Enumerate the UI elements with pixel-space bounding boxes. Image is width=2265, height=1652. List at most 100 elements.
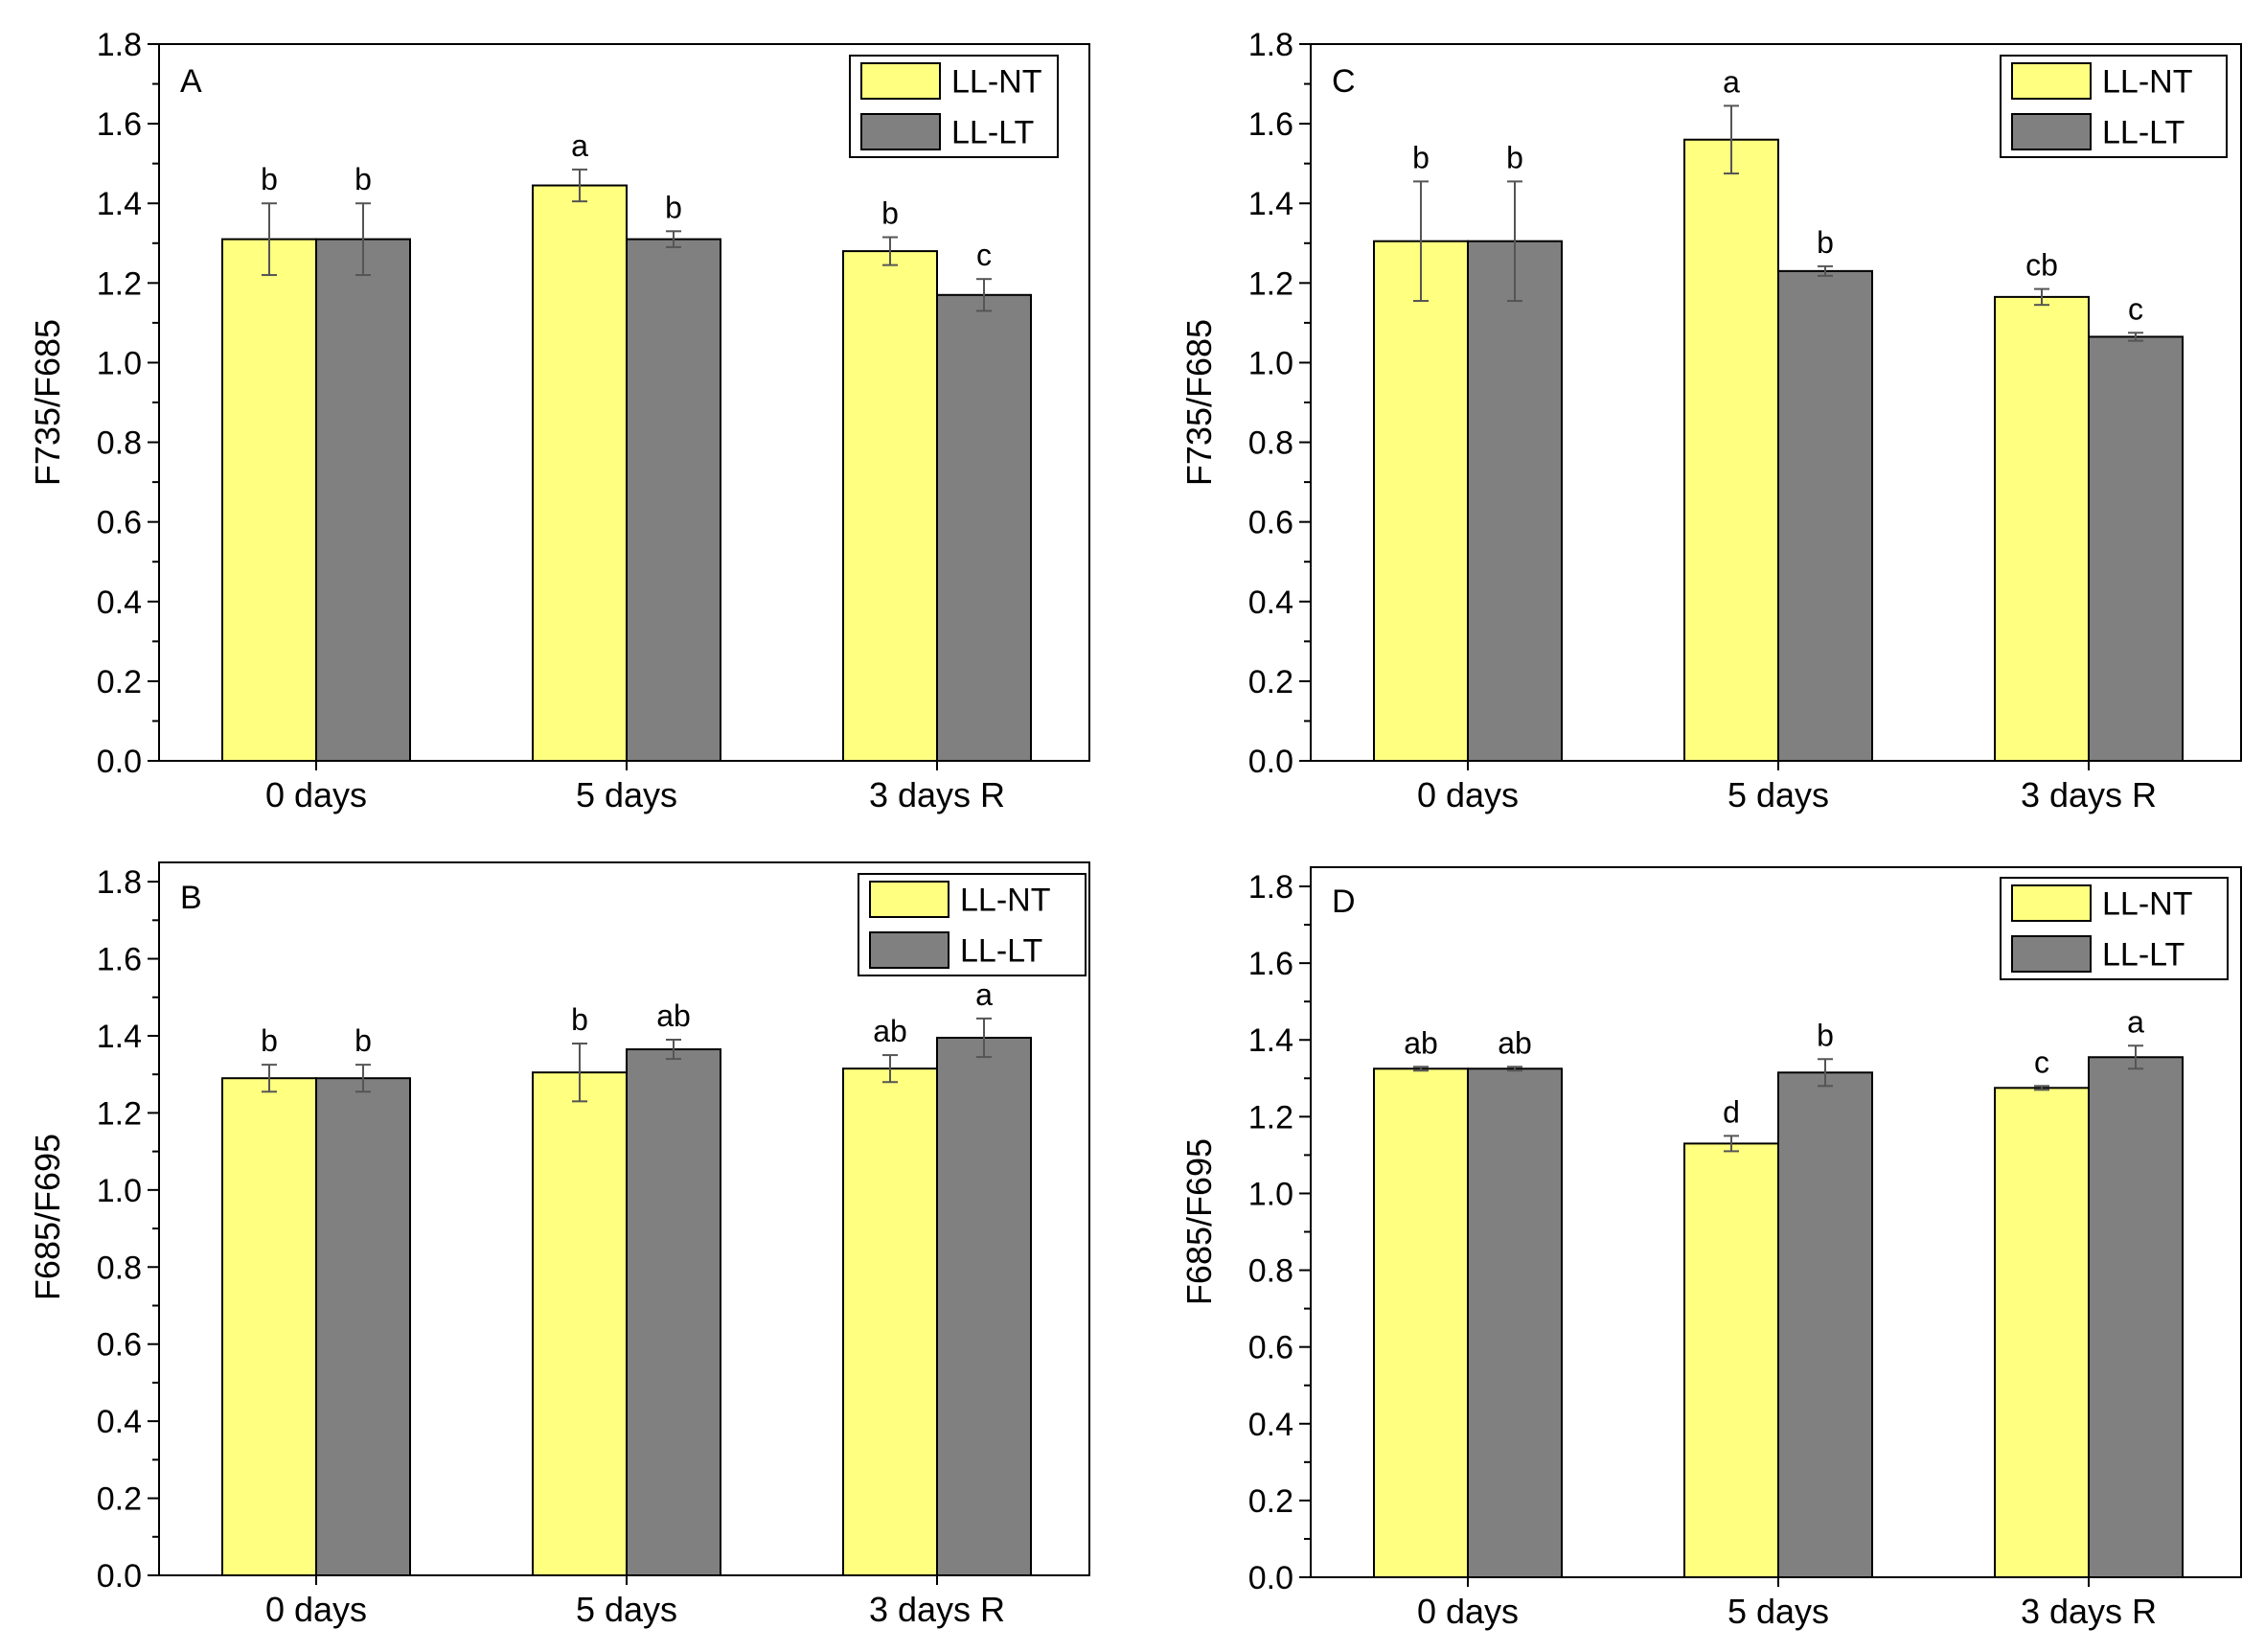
panel-b-y-axis-title: F685/F695: [28, 1134, 67, 1300]
panel-d-y-tick-label-2: 0.4: [1248, 1407, 1293, 1443]
panel-b-x-tick-label-0: 0 days: [265, 1590, 367, 1629]
panel-a-sig-letter-ll-lt-2: c: [976, 238, 992, 272]
panel-a-bar-ll-nt-2: [842, 250, 938, 763]
panel-d-bar-ll-nt-1: [1683, 1142, 1779, 1578]
panel-b-bar-ll-nt-1: [532, 1071, 628, 1576]
panel-a-y-tick-label-3: 0.6: [97, 505, 142, 541]
panel-d-y-tick-label-7: 1.4: [1248, 1022, 1293, 1059]
panel-b-sig-letter-ll-nt-0: b: [261, 1023, 278, 1058]
panel-d-y-tick-label-9: 1.8: [1248, 869, 1293, 906]
panel-d-y-tick-label-0: 0.0: [1248, 1560, 1293, 1596]
panel-c-legend: LL-NT LL-LT: [2000, 55, 2228, 158]
panel-d-y-axis-title: F685/F695: [1179, 1138, 1219, 1305]
panel-a-errorbar-ll-lt-0: [355, 202, 371, 277]
panel-c-sig-letter-ll-nt-1: a: [1723, 64, 1740, 99]
panel-d-sig-letter-ll-nt-0: ab: [1404, 1025, 1438, 1060]
panel-d-y-tick-label-6: 1.2: [1248, 1099, 1293, 1136]
panel-a-legend: LL-NT LL-LT: [849, 55, 1059, 158]
panel-a-y-tick-label-7: 1.4: [97, 186, 142, 222]
panel-d-y-tick-label-1: 0.2: [1248, 1483, 1293, 1520]
panel-c-sig-letter-ll-lt-0: b: [1506, 140, 1523, 174]
panel-a-letter: A: [180, 63, 202, 100]
panel-d-legend-swatch-ll-lt: [2011, 935, 2092, 973]
panel-c-x-tick-label-2: 3 days R: [2021, 775, 2157, 815]
panel-b-sig-letter-ll-nt-1: b: [571, 1002, 588, 1037]
panel-a-bar-ll-lt-2: [936, 293, 1032, 762]
panel-c-errorbar-ll-nt-0: [1413, 180, 1429, 303]
panel-b-bar-ll-lt-2: [936, 1036, 1032, 1576]
panel-d-bar-ll-nt-2: [1994, 1087, 2090, 1578]
panel-d-legend-label-ll-nt: LL-NT: [2102, 886, 2192, 923]
panel-b-y-tick-label-5: 1.0: [97, 1173, 142, 1209]
panel-d-errorbar-ll-lt-2: [2128, 1044, 2143, 1070]
panel-a-errorbar-ll-nt-0: [262, 202, 277, 277]
panel-a-chart: b b a b b c 0 days 5 days 3 days R 0.0 0.2 0.4 0.6 0…: [28, 27, 1090, 815]
panel-c-y-tick-label-7: 1.4: [1248, 186, 1293, 222]
panel-d-legend: LL-NT LL-LT: [2000, 877, 2229, 980]
panel-b-errorbar-ll-nt-2: [882, 1054, 898, 1084]
panel-d-sig-letter-ll-nt-1: d: [1723, 1094, 1740, 1129]
panel-c-sig-letter-ll-lt-2: c: [2128, 291, 2143, 326]
panel-c-errorbar-ll-nt-2: [2034, 287, 2049, 307]
panel-d-errorbar-ll-nt-0: [1413, 1066, 1429, 1072]
panel-c-x-tick-label-1: 5 days: [1727, 775, 1829, 815]
panel-a-y-tick-label-2: 0.4: [97, 585, 142, 621]
panel-d-sig-letter-ll-lt-0: ab: [1498, 1025, 1532, 1060]
panel-d-y-tick-label-5: 1.0: [1248, 1176, 1293, 1212]
panel-b-legend-label-ll-nt: LL-NT: [960, 883, 1050, 919]
panel-b-errorbar-ll-lt-2: [976, 1017, 992, 1059]
panel-d-x-tick-label-1: 5 days: [1727, 1592, 1829, 1631]
panel-c-bar-ll-nt-0: [1373, 240, 1469, 762]
panel-b-y-tick-label-2: 0.4: [97, 1404, 142, 1440]
panel-d-legend-label-ll-lt: LL-LT: [2102, 937, 2185, 974]
panel-d-y-tick-label-3: 0.6: [1248, 1330, 1293, 1366]
panel-a-y-tick-label-1: 0.2: [97, 664, 142, 700]
panel-c-y-tick-label-2: 0.4: [1248, 585, 1293, 621]
panel-d-errorbar-ll-lt-0: [1507, 1066, 1522, 1072]
panel-d-chart: ab ab d b c a 0 days 5 days 3 days R 0.0 0.2 0.4 0.…: [1179, 866, 2242, 1631]
panel-c-bar-ll-lt-0: [1467, 240, 1563, 762]
panel-b-letter: B: [180, 880, 202, 916]
panel-d-sig-letter-ll-lt-1: b: [1817, 1018, 1834, 1052]
panel-b-x-tick-label-2: 3 days R: [869, 1590, 1005, 1629]
panel-c-bar-ll-nt-2: [1994, 295, 2090, 762]
panel-a-bar-ll-lt-0: [315, 238, 411, 763]
panel-b-legend: LL-NT LL-LT: [858, 873, 1087, 976]
panel-d-plot-frame: [1310, 866, 2242, 1578]
panel-a-y-tick-label-0: 0.0: [97, 744, 142, 780]
panel-b-y-tick-label-3: 0.6: [97, 1327, 142, 1364]
panel-c-y-tick-label-3: 0.6: [1248, 505, 1293, 541]
panel-c-errorbar-ll-lt-1: [1818, 264, 1833, 277]
panel-c-x-tick-label-0: 0 days: [1417, 775, 1519, 815]
panel-b-legend-swatch-ll-lt: [869, 931, 949, 969]
panel-b-y-tick-label-7: 1.4: [97, 1019, 142, 1055]
panel-d-bar-ll-lt-1: [1777, 1071, 1873, 1578]
panel-b-y-tick-label-4: 0.8: [97, 1250, 142, 1286]
panel-d-y-tick-label-8: 1.6: [1248, 946, 1293, 982]
panel-b-sig-letter-ll-nt-2: ab: [873, 1014, 907, 1048]
panel-a-y-tick-label-8: 1.6: [97, 106, 142, 143]
panel-c-errorbar-ll-nt-1: [1724, 104, 1739, 175]
panel-a-legend-label-ll-lt: LL-LT: [951, 115, 1034, 151]
panel-a-errorbar-ll-lt-2: [976, 278, 992, 312]
panel-b-bar-ll-nt-0: [221, 1077, 317, 1576]
panel-a-y-tick-label-5: 1.0: [97, 345, 142, 381]
panel-c-y-tick-label-8: 1.6: [1248, 106, 1293, 143]
panel-a-x-tick-label-0: 0 days: [265, 775, 367, 815]
panel-d-errorbar-ll-lt-1: [1818, 1058, 1833, 1088]
panel-b-bar-ll-lt-1: [626, 1048, 721, 1577]
panel-b-errorbar-ll-lt-1: [666, 1038, 681, 1061]
panel-b-sig-letter-ll-lt-0: b: [355, 1023, 372, 1058]
panel-d-y-tick-label-4: 0.8: [1248, 1253, 1293, 1290]
panel-c-y-tick-label-4: 0.8: [1248, 425, 1293, 462]
panel-a-legend-swatch-ll-nt: [860, 62, 941, 100]
panel-a-errorbar-ll-lt-1: [666, 230, 681, 248]
panel-b-y-tick-label-6: 1.2: [97, 1095, 142, 1132]
panel-c-y-tick-label-9: 1.8: [1248, 27, 1293, 63]
panel-d-bar-ll-lt-2: [2088, 1056, 2184, 1578]
panel-d-sig-letter-ll-nt-2: c: [2034, 1044, 2049, 1079]
panel-b-y-tick-label-9: 1.8: [97, 864, 142, 901]
panel-c-y-tick-label-1: 0.2: [1248, 664, 1293, 700]
panel-a-x-tick-label-2: 3 days R: [869, 775, 1005, 815]
